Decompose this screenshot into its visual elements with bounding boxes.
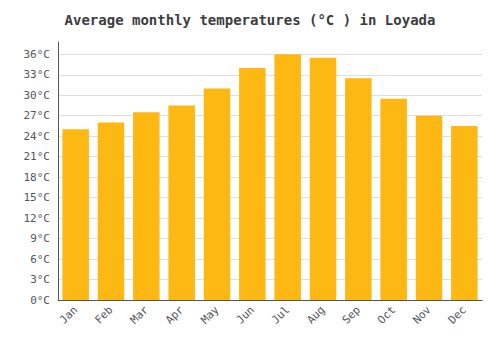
svg-text:33°C: 33°C	[24, 68, 51, 81]
svg-text:Jan: Jan	[57, 303, 80, 326]
svg-text:Jun: Jun	[234, 303, 257, 326]
svg-text:Average monthly temperatures (: Average monthly temperatures (°C ) in Lo…	[65, 12, 436, 28]
svg-text:27°C: 27°C	[24, 109, 51, 122]
svg-text:18°C: 18°C	[24, 171, 51, 184]
svg-text:Oct: Oct	[375, 303, 398, 326]
svg-text:Aug: Aug	[304, 303, 327, 326]
svg-text:12°C: 12°C	[24, 212, 51, 225]
svg-text:6°C: 6°C	[30, 253, 50, 266]
svg-text:Mar: Mar	[128, 303, 151, 326]
svg-text:21°C: 21°C	[24, 150, 51, 163]
svg-text:Dec: Dec	[446, 303, 469, 326]
svg-text:Feb: Feb	[92, 303, 115, 326]
svg-text:Apr: Apr	[163, 303, 186, 326]
svg-text:May: May	[198, 303, 221, 326]
svg-text:Nov: Nov	[410, 303, 433, 326]
svg-text:15°C: 15°C	[24, 191, 51, 204]
svg-text:Sep: Sep	[340, 303, 363, 326]
svg-text:3°C: 3°C	[30, 273, 50, 286]
svg-text:24°C: 24°C	[24, 130, 51, 143]
svg-text:36°C: 36°C	[24, 48, 51, 61]
svg-text:30°C: 30°C	[24, 89, 51, 102]
svg-text:0°C: 0°C	[30, 294, 50, 307]
svg-text:9°C: 9°C	[30, 232, 50, 245]
svg-text:Jul: Jul	[269, 303, 292, 326]
